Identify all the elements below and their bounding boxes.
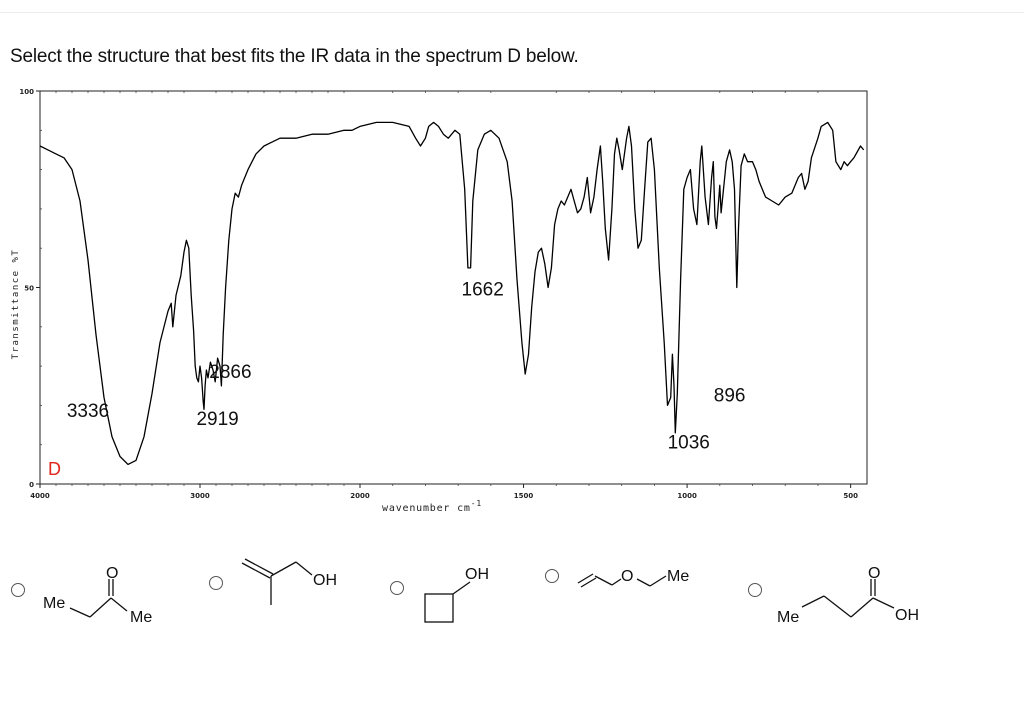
option-4-methyl: Me	[667, 568, 689, 585]
peak-label: 3336	[67, 401, 109, 422]
option-4-radio[interactable]	[545, 569, 559, 583]
peak-annotations: 3336 2866 2919 1662 896 1036	[67, 279, 746, 453]
option-5-methyl: Me	[777, 609, 799, 626]
spectrum-id-label: D	[48, 459, 61, 479]
axis-tick-labels: 4000 3000 2000 1500 1000 500 0 50 100	[19, 88, 858, 500]
question-text: Select the structure that best fits the …	[10, 46, 579, 67]
option-1-methyl-left: Me	[43, 595, 65, 612]
x-tick-label: 1500	[514, 492, 534, 500]
option-1-oxygen: O	[106, 565, 118, 582]
peak-label: 1662	[462, 279, 504, 300]
option-5-radio[interactable]	[748, 583, 762, 597]
x-tick-label: 1000	[677, 492, 697, 500]
peak-label: 896	[714, 385, 746, 406]
y-tick-label: 50	[24, 285, 34, 293]
option-4-oxygen: O	[621, 568, 633, 585]
x-axis-label-text: wavenumber cm	[382, 503, 471, 514]
x-axis-label-superscript: -1	[471, 499, 482, 508]
spectrum-trace	[39, 121, 865, 466]
axis-ticks	[36, 90, 852, 488]
y-tick-label: 0	[29, 481, 34, 489]
x-axis-label: wavenumber cm-1	[382, 499, 482, 514]
option-1-methyl-right: Me	[130, 609, 152, 626]
x-tick-label: 3000	[190, 492, 210, 500]
option-5-hydroxyl: OH	[895, 607, 919, 624]
option-3-radio[interactable]	[390, 581, 404, 595]
x-tick-label: 4000	[30, 492, 50, 500]
x-tick-label: 2000	[350, 492, 370, 500]
peak-label: 2866	[209, 362, 251, 383]
top-divider	[0, 12, 1024, 13]
peak-label: 2919	[196, 409, 238, 430]
option-2-hydroxyl: OH	[313, 572, 337, 589]
x-tick-label: 500	[843, 492, 858, 500]
peak-label: 1036	[668, 433, 710, 454]
option-1-radio[interactable]	[11, 583, 25, 597]
option-5-carbonyl-oxygen: O	[868, 565, 880, 582]
option-3-hydroxyl: OH	[465, 566, 489, 583]
y-axis-label: Transmittance %T	[11, 249, 21, 360]
y-tick-label: 100	[19, 88, 34, 96]
option-2-radio[interactable]	[209, 576, 223, 590]
